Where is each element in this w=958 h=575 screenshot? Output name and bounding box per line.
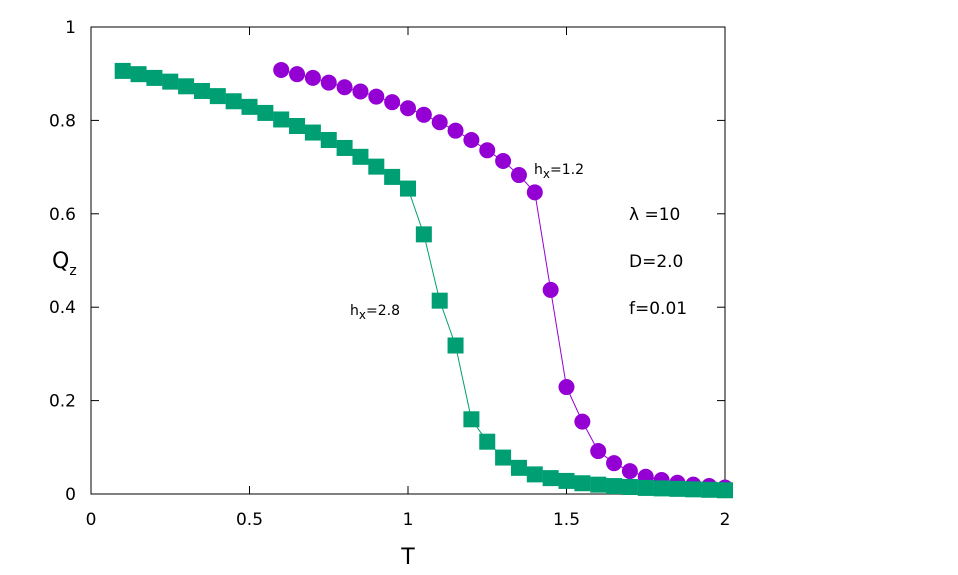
data-point (637, 479, 654, 496)
annotation-lambda: λ =10 (629, 205, 680, 225)
x-axis-title: T (400, 545, 415, 570)
y-tick-label: 0 (65, 485, 76, 505)
data-point (241, 98, 258, 115)
data-point (653, 480, 670, 497)
data-point (209, 88, 226, 105)
data-point (130, 66, 147, 83)
data-point (368, 88, 385, 105)
data-point (352, 148, 369, 165)
data-point (701, 481, 718, 498)
data-point (495, 449, 512, 466)
data-point (590, 476, 607, 493)
y-axis-title-main: Q (52, 249, 69, 274)
data-point (289, 66, 306, 83)
data-point (400, 180, 416, 197)
data-point (336, 79, 353, 96)
series-label-hx-1-2: hx=1.2 (534, 162, 584, 181)
data-point (463, 411, 480, 428)
data-point (669, 480, 686, 497)
series-label-hx-2-8: hx=2.8 (350, 303, 400, 322)
series-hx-1-2 (273, 61, 733, 496)
annotation-d: D=2.0 (629, 252, 683, 272)
x-tick-label: 1.5 (553, 510, 580, 530)
series (114, 61, 733, 499)
data-point (606, 455, 623, 472)
data-point (114, 62, 131, 79)
x-tick-label: 0 (86, 510, 97, 530)
y-axis-title: Qz (52, 249, 77, 279)
x-tick-label: 1 (403, 510, 414, 530)
data-point (463, 132, 480, 149)
data-point (257, 104, 274, 121)
y-tick-label: 0.2 (49, 392, 76, 412)
data-point (415, 106, 432, 123)
data-point (479, 142, 496, 159)
annotation-f: f=0.01 (629, 299, 687, 319)
x-tick-label: 2 (720, 510, 731, 530)
data-point (542, 281, 559, 298)
y-tick-label: 0.6 (49, 205, 76, 225)
series-hx-2-8 (114, 62, 733, 499)
data-point (495, 153, 512, 170)
data-point (304, 69, 321, 86)
data-point (574, 475, 591, 492)
data-point (606, 478, 623, 495)
data-point (526, 184, 543, 201)
x-tick-label: 0.5 (236, 510, 263, 530)
data-point (510, 167, 527, 184)
data-point (384, 168, 401, 185)
data-point (320, 74, 337, 91)
series-line (122, 70, 726, 491)
data-point (526, 466, 543, 483)
ticks: 0 0.5 1 1.5 2 0 0.2 0.4 0.6 0.8 1 (49, 18, 730, 530)
data-point (400, 100, 416, 117)
data-point (289, 118, 306, 135)
series-line (281, 69, 726, 488)
data-point (368, 158, 385, 175)
y-tick-label: 0.8 (49, 111, 76, 131)
data-point (558, 472, 575, 489)
data-point (415, 226, 432, 243)
data-point (574, 413, 591, 430)
data-point (178, 78, 195, 95)
data-point (558, 379, 575, 396)
data-point (431, 114, 448, 131)
data-point (352, 83, 369, 100)
data-point (384, 94, 401, 111)
data-point (162, 73, 179, 90)
data-point (320, 132, 337, 149)
data-point (193, 82, 210, 99)
data-point (447, 122, 464, 139)
data-point (685, 481, 702, 498)
y-axis-title-sub: z (69, 263, 76, 279)
data-point (146, 69, 163, 86)
y-tick-label: 1 (65, 18, 76, 38)
data-point (273, 111, 290, 128)
data-point (542, 470, 559, 487)
data-point (621, 463, 638, 480)
data-point (590, 443, 607, 460)
data-point (225, 93, 242, 110)
data-point (273, 61, 290, 78)
data-point (510, 459, 527, 476)
y-tick-label: 0.4 (49, 298, 76, 318)
data-point (447, 337, 464, 354)
data-point (304, 124, 321, 141)
data-point (479, 433, 496, 450)
data-point (431, 292, 448, 309)
data-point (717, 482, 733, 499)
data-point (621, 478, 638, 495)
data-point (336, 139, 353, 156)
